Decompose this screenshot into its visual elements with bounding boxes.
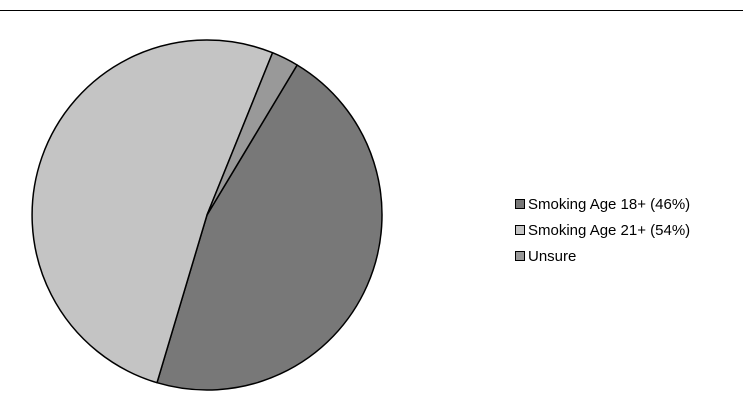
legend-label-smoking-18: Smoking Age 18+ (46%) — [528, 195, 691, 213]
pie-slice-0 — [156, 64, 383, 391]
pie-slice-1 — [31, 39, 274, 384]
legend-swatch-smoking-21 — [515, 225, 525, 235]
legend-label-smoking-21: Smoking Age 21+ (54%) — [528, 221, 691, 239]
legend-item-unsure: Unsure — [515, 245, 690, 267]
legend-swatch-smoking-18 — [515, 199, 525, 209]
chart-legend: Smoking Age 18+ (46%) Smoking Age 21+ (5… — [515, 193, 690, 271]
legend-item-smoking-21: Smoking Age 21+ (54%) — [515, 219, 690, 241]
legend-label-unsure: Unsure — [528, 247, 577, 265]
legend-item-smoking-18: Smoking Age 18+ (46%) — [515, 193, 690, 215]
top-border-line — [0, 10, 743, 11]
pie-slice-2 — [206, 51, 298, 216]
legend-swatch-unsure — [515, 251, 525, 261]
